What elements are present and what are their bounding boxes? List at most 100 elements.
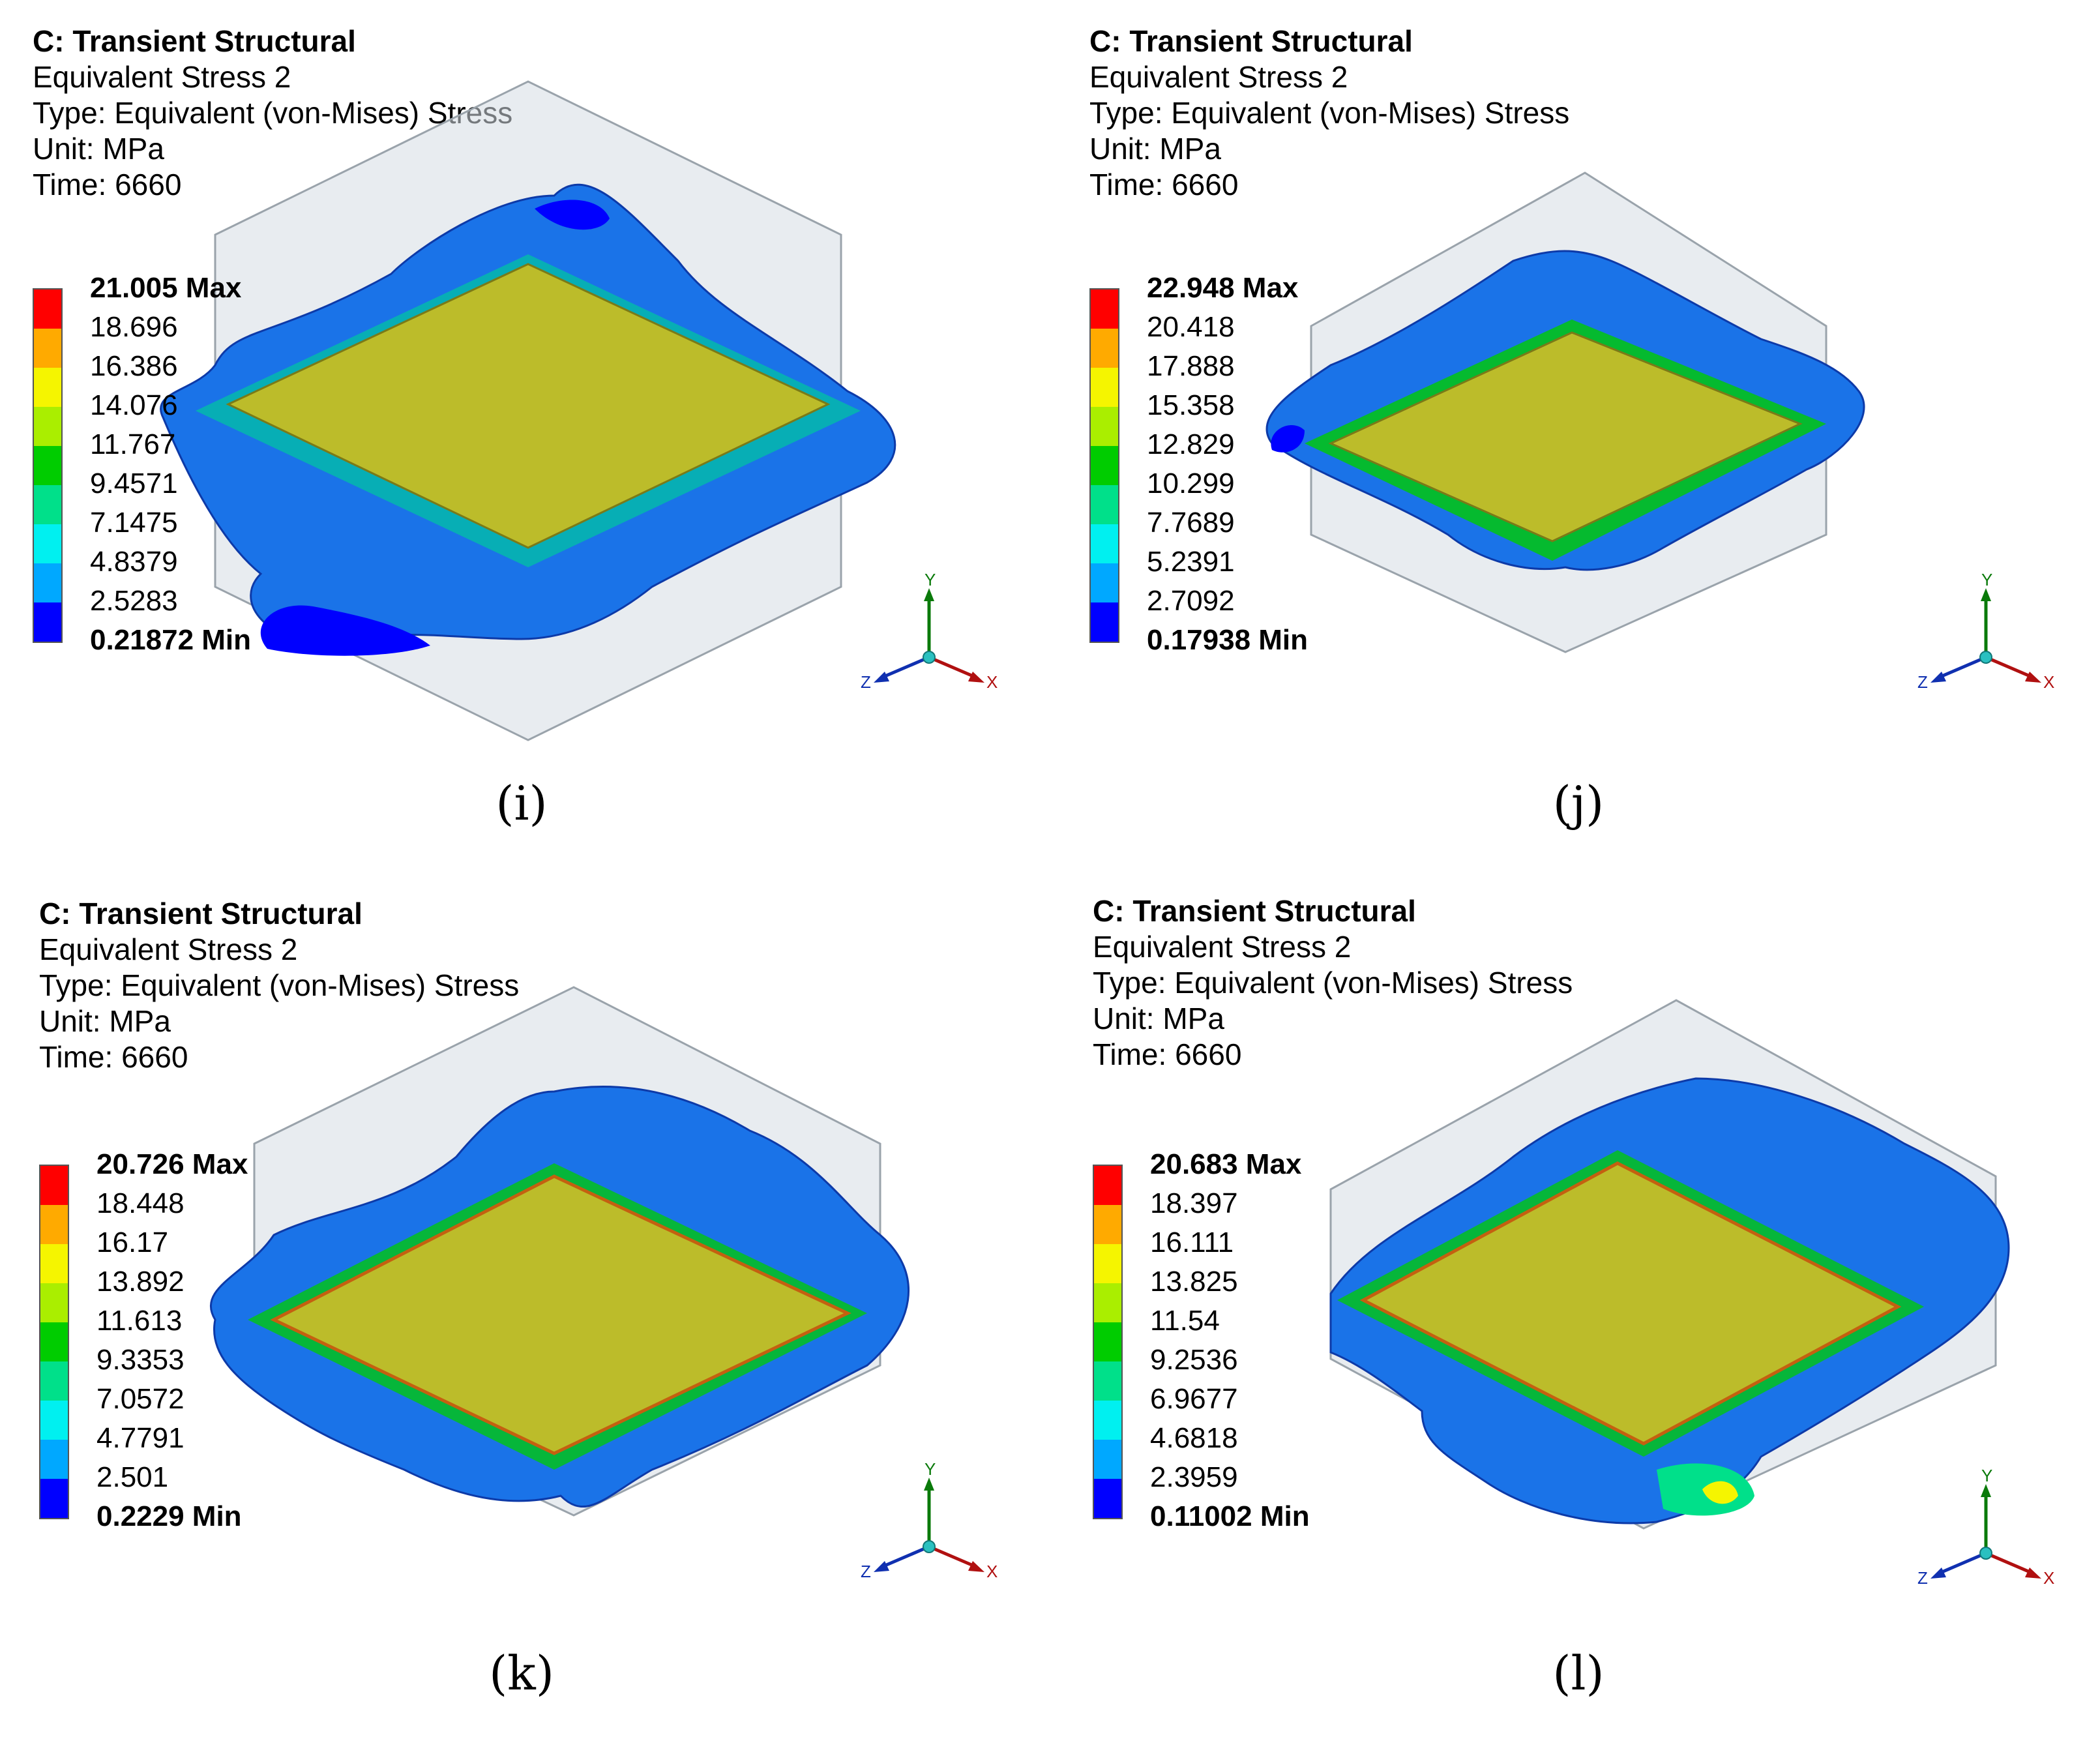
legend-label: 6.9677 [1150,1383,1238,1415]
legend-color-bar [1089,288,1119,643]
legend-label: 11.613 [96,1305,183,1337]
axis-triad-icon[interactable]: Y X Z [1917,1470,2061,1600]
legend-label: 20.418 [1147,311,1235,343]
figure-caption: (j) [1552,776,1605,831]
legend-min-label: 0.17938 Min [1147,624,1309,656]
legend-min-label: 0.2229 Min [96,1500,242,1532]
header-result: Equivalent Stress 2 [1089,60,1348,94]
legend-swatch [40,1166,68,1205]
legend-swatch [40,1361,68,1401]
header-unit: Unit: MPa [33,132,164,166]
legend-swatch [1091,290,1118,329]
legend-color-bar [33,288,63,643]
legend-color-bar [1093,1165,1123,1519]
legend-color-bar [39,1165,69,1519]
y-axis-label: Y [1981,1470,1992,1485]
legend-label: 5.2391 [1147,546,1235,578]
legend-label: 15.358 [1147,389,1235,421]
header-result: Equivalent Stress 2 [1093,930,1352,964]
legend-swatch [34,602,61,642]
legend-swatch [1091,602,1118,642]
legend-label: 13.825 [1150,1266,1238,1298]
header-time: Time: 6660 [39,1040,188,1074]
header-type: Type: Equivalent (von-Mises) Stress [1093,966,1573,1000]
z-axis-label: Z [1917,1568,1928,1588]
legend-max-label: 20.726 Max [96,1148,248,1180]
legend-label: 9.2536 [1150,1344,1238,1376]
legend-swatch [34,329,61,368]
axis-triad-icon[interactable]: Y X Z [861,574,1004,704]
header-title: C: Transient Structural [39,897,362,930]
legend-max-label: 22.948 Max [1147,272,1299,304]
z-axis-label: Z [1917,672,1928,692]
legend-swatch [1094,1401,1121,1440]
legend-swatch [1094,1479,1121,1518]
result-header: C: Transient Structural Equivalent Stres… [1089,23,1569,203]
legend-label: 2.5283 [90,585,178,617]
header-time: Time: 6660 [1093,1037,1242,1071]
legend-label: 10.299 [1147,468,1235,499]
header-type: Type: Equivalent (von-Mises) Stress [1089,96,1570,130]
y-axis-label: Y [1981,574,1992,589]
stress-contour-model[interactable] [1057,0,2100,769]
z-axis-label: Z [861,1562,871,1581]
header-unit: Unit: MPa [1093,1002,1224,1035]
header-time: Time: 6660 [33,168,182,201]
figure-caption: (k) [489,1646,554,1701]
z-axis-label: Z [861,672,871,692]
legend-label: 2.7092 [1147,585,1235,617]
legend-swatch [1091,407,1118,446]
stress-contour-model[interactable] [0,0,1043,769]
legend-swatch [1091,446,1118,485]
legend-swatch [1091,485,1118,524]
legend-swatch [1094,1205,1121,1244]
legend-max-label: 21.005 Max [90,272,242,304]
x-axis-label: X [986,672,998,692]
legend-swatch [40,1205,68,1244]
legend-label: 2.3959 [1150,1461,1238,1493]
y-axis-label: Y [924,574,936,589]
legend-swatch [34,368,61,407]
legend-label: 16.111 [1150,1226,1234,1258]
legend-swatch [1094,1322,1121,1361]
y-axis-label: Y [924,1463,936,1479]
panel-j: C: Transient Structural Equivalent Stres… [1057,0,2100,869]
legend-swatch [40,1322,68,1361]
axis-triad-icon[interactable]: Y X Z [861,1463,1004,1594]
panel-k: C: Transient Structural Equivalent Stres… [0,870,1043,1739]
legend-label: 9.3353 [96,1344,185,1376]
panel-i: C: Transient Structural Equivalent Stres… [0,0,1043,869]
legend-label: 11.767 [90,428,176,460]
axis-triad-icon[interactable]: Y X Z [1917,574,2061,704]
figure-caption: (l) [1552,1646,1605,1701]
legend-swatch [1094,1361,1121,1401]
legend-swatch [40,1440,68,1479]
stress-contour-model[interactable] [0,870,1043,1639]
legend-label: 7.7689 [1147,507,1235,539]
header-result: Equivalent Stress 2 [33,60,291,94]
header-result: Equivalent Stress 2 [39,932,298,966]
legend-label: 16.17 [96,1226,169,1258]
legend-max-label: 20.683 Max [1150,1148,1302,1180]
legend-swatch [34,446,61,485]
legend-swatch [34,563,61,602]
legend-swatch [1091,563,1118,602]
legend-swatch [40,1401,68,1440]
legend-label: 7.0572 [96,1383,185,1415]
x-axis-label: X [986,1562,998,1581]
legend-swatch [1094,1283,1121,1322]
panel-l: C: Transient Structural Equivalent Stres… [1057,870,2100,1739]
header-title: C: Transient Structural [1089,24,1413,58]
legend-swatch [1091,329,1118,368]
stress-contour-model[interactable] [1057,870,2100,1639]
result-header: C: Transient Structural Equivalent Stres… [39,896,519,1075]
header-time: Time: 6660 [1089,168,1239,201]
legend-swatch [34,290,61,329]
legend-swatch [1091,524,1118,563]
legend-swatch [1091,368,1118,407]
header-title: C: Transient Structural [1093,894,1416,928]
legend-swatch [34,485,61,524]
header-type: Type: Equivalent (von-Mises) Stress [39,968,520,1002]
x-axis-label: X [2043,672,2054,692]
result-header: C: Transient Structural Equivalent Stres… [1093,893,1573,1073]
